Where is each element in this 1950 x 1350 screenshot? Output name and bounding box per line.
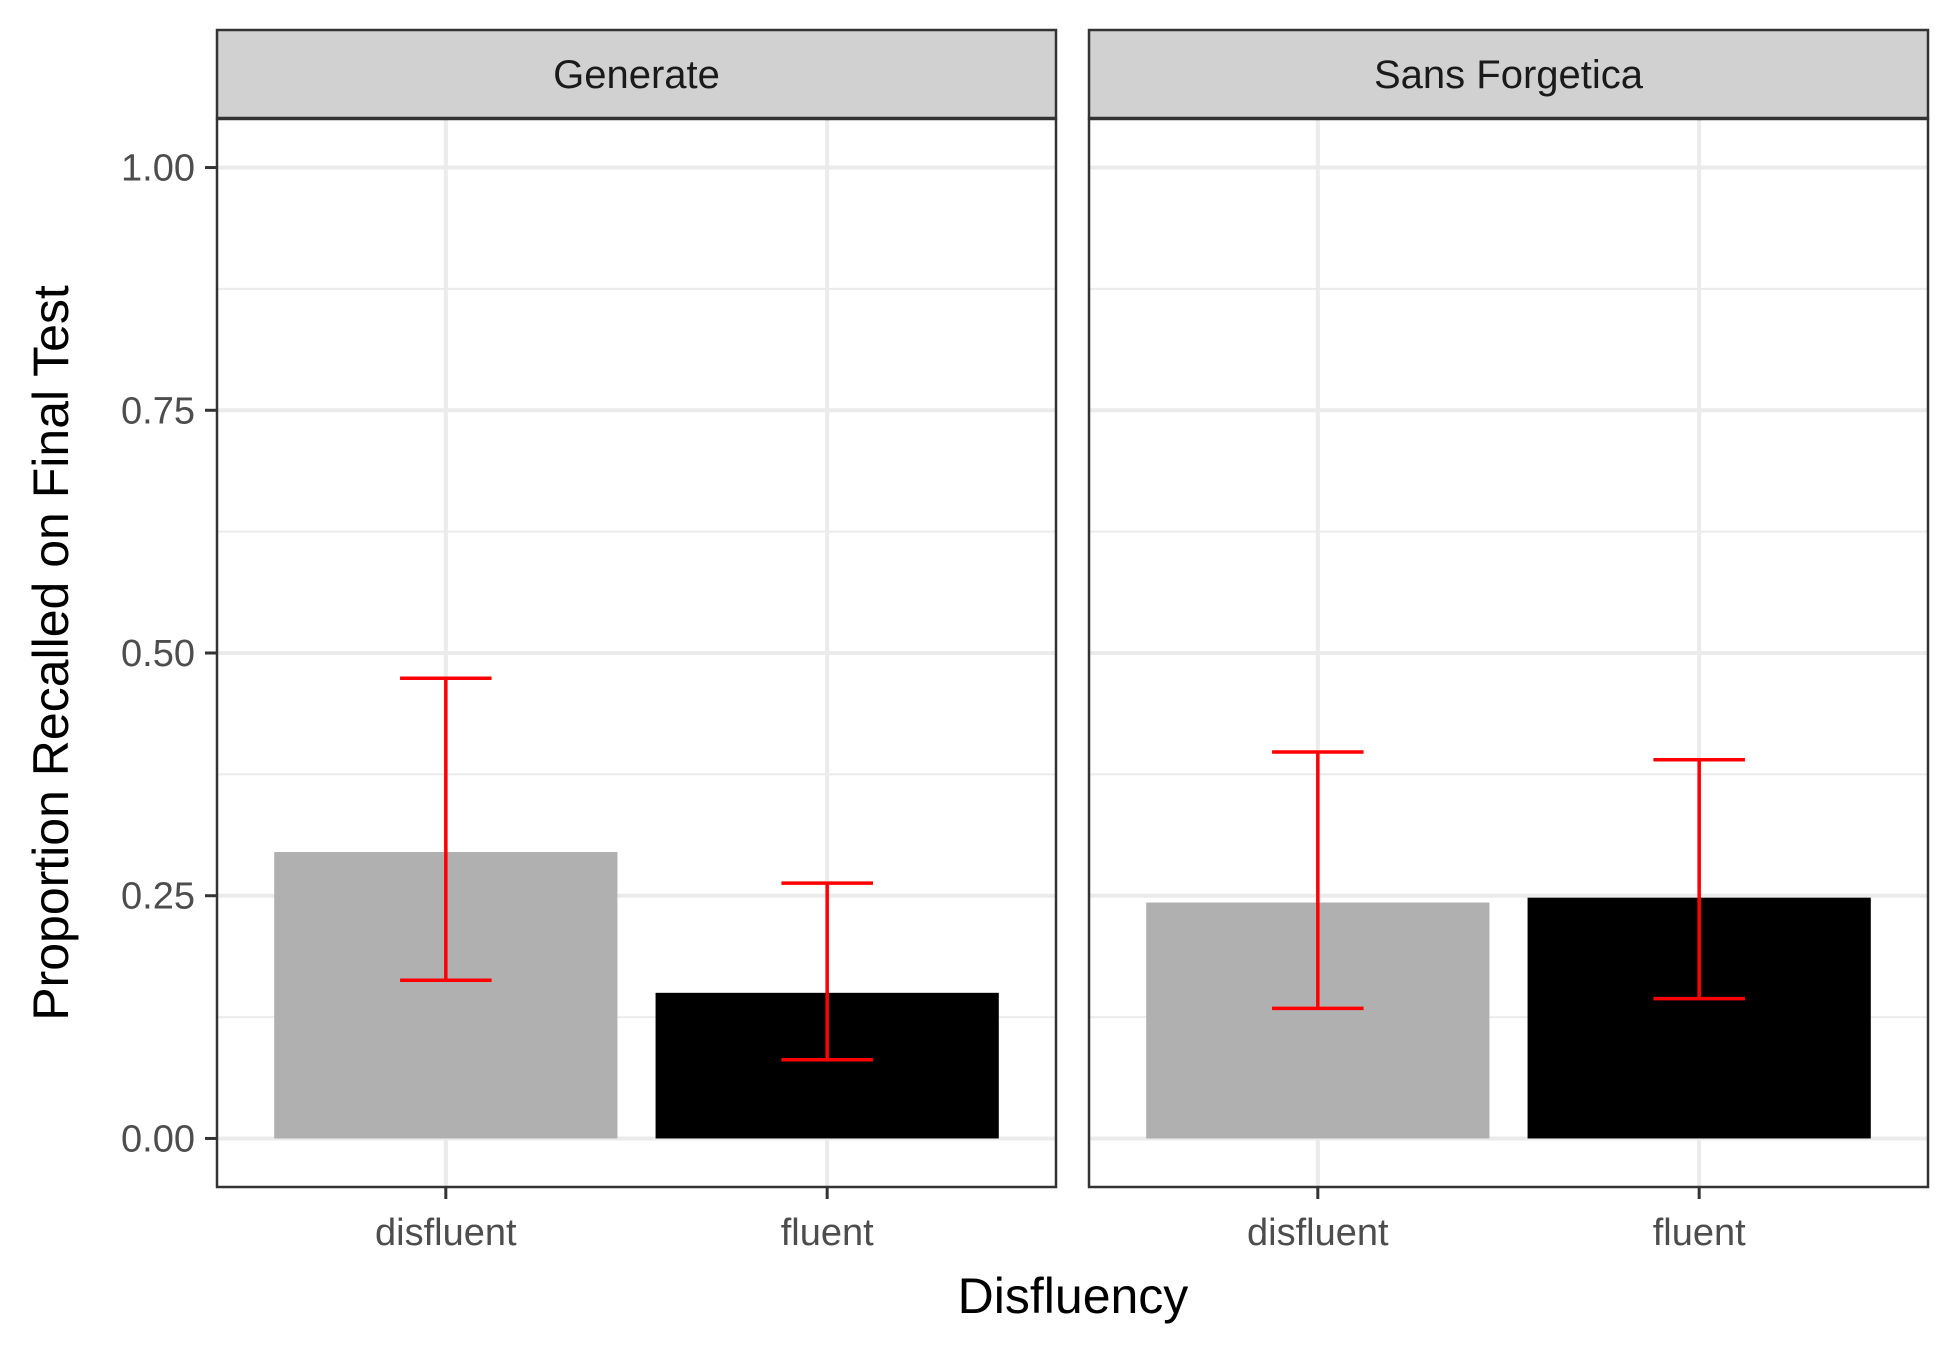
panels-layer: Generate disfluent fluent Sans Forgetica dis… [215,28,1930,1254]
error-bar-fluent [1653,758,1745,1001]
y-tick-label: 1.00 [121,148,195,190]
facet-strip [215,28,1058,120]
y-axis-title: Proportion Recalled on Final Test [23,285,79,1021]
facet-strip [1087,28,1930,120]
x-tick-label: fluent [781,1212,874,1254]
error-bar-disfluent [1272,750,1364,1011]
error-bar-disfluent [400,676,492,982]
facet-strip-label: Sans Forgetica [1374,53,1644,97]
panel-0: Generate disfluent fluent [215,28,1058,1254]
x-tick-label: disfluent [375,1212,517,1254]
x-tick-label: disfluent [1247,1212,1389,1254]
y-tick-label: 0.75 [121,390,195,432]
x-axis-title: Disfluency [958,1268,1189,1324]
x-tick-label: fluent [1653,1212,1746,1254]
error-bar-fluent [781,881,873,1062]
y-tick-label: 0.00 [121,1118,195,1160]
facet-strip-label: Generate [553,53,720,97]
y-tick-label: 0.50 [121,633,195,675]
y-axis: 0.00 0.25 0.50 0.75 1.00 [121,148,217,1160]
y-tick-label: 0.25 [121,876,195,918]
panel-1: Sans Forgetica disfluent fluent [1087,28,1930,1254]
